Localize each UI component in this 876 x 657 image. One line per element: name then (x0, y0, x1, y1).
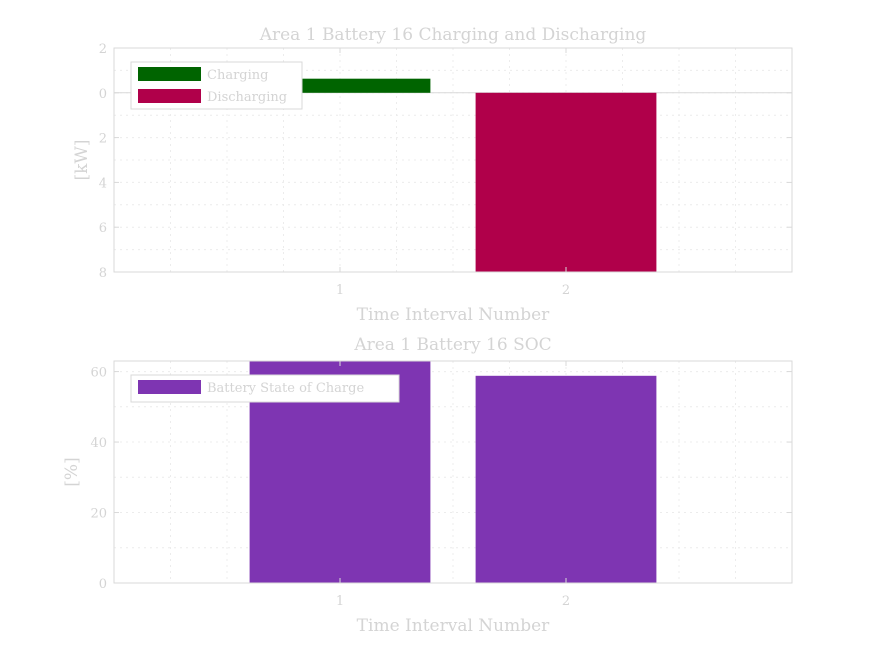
y-tick-label: 60 (90, 366, 107, 381)
legend-label: Battery State of Charge (207, 381, 364, 396)
y-tick-label: 40 (90, 436, 107, 451)
y-axis-label: [%] (62, 457, 82, 486)
plot-area (113, 360, 793, 584)
y-tick-label: 2 (99, 132, 107, 147)
legend-label: Discharging (207, 90, 287, 105)
bar-discharging (475, 92, 657, 272)
charging-discharging-subplot: Area 1 Battery 16 Charging and Dischargi… (72, 25, 793, 325)
legend-swatch (138, 89, 201, 103)
y-tick-label: 0 (99, 87, 107, 102)
y-axis-label: [kW] (72, 139, 92, 180)
y-tick-label: 6 (99, 221, 107, 236)
bar-battery-state-of-charge (475, 375, 657, 583)
x-axis-label: Time Interval Number (357, 305, 551, 325)
x-tick-label: 2 (562, 283, 570, 298)
x-axis-label: Time Interval Number (357, 616, 551, 636)
plot-area (113, 47, 793, 273)
x-tick-label: 1 (336, 594, 344, 609)
y-tick-label: 0 (99, 577, 107, 592)
y-tick-label: 8 (99, 266, 107, 281)
y-tick-label: 2 (99, 42, 107, 57)
y-tick-label: 20 (90, 507, 107, 522)
x-tick-label: 1 (336, 283, 344, 298)
legend-swatch (138, 380, 201, 394)
chart-title: Area 1 Battery 16 Charging and Dischargi… (259, 25, 647, 45)
legend-swatch (138, 67, 201, 81)
legend-label: Charging (207, 68, 268, 83)
chart-title: Area 1 Battery 16 SOC (353, 335, 551, 355)
x-tick-label: 2 (562, 594, 570, 609)
y-tick-label: 4 (99, 176, 107, 191)
